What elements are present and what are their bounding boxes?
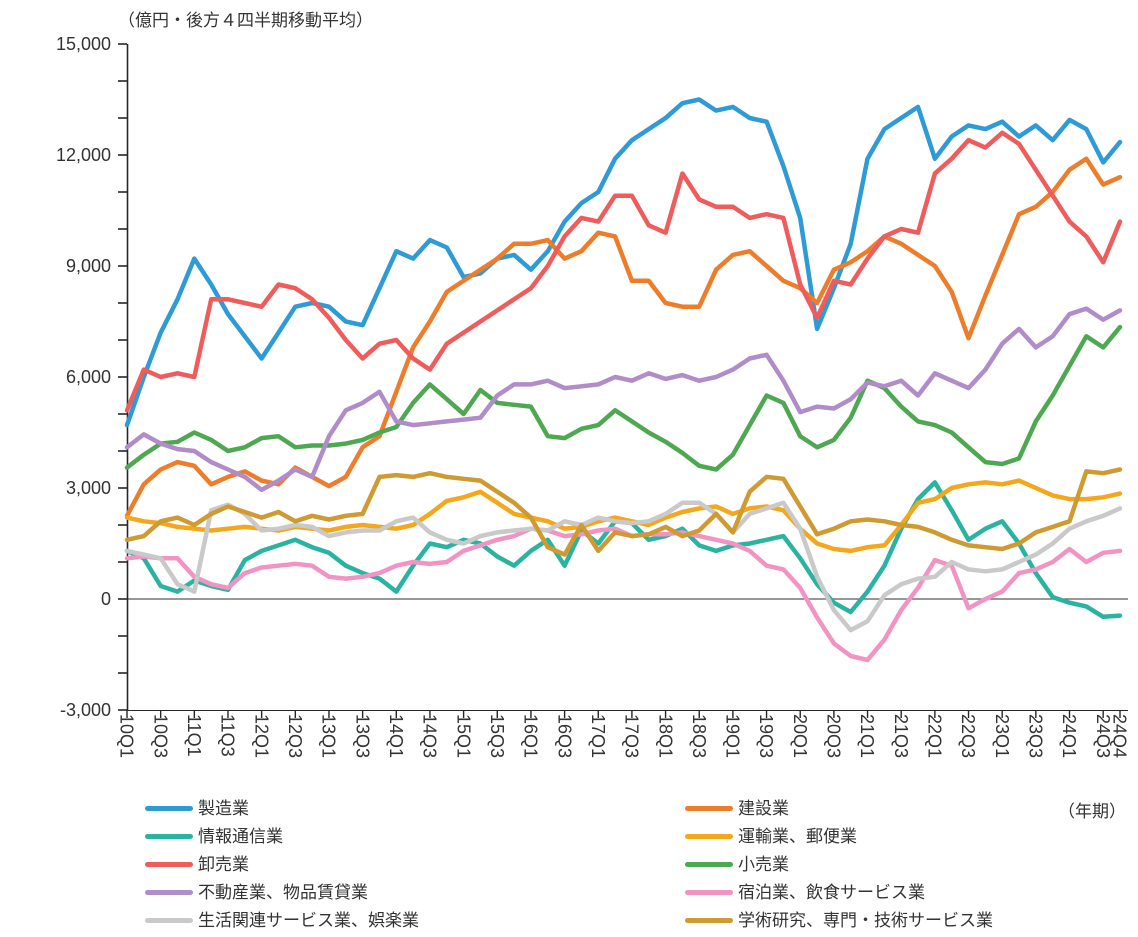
x-axis-label: 12Q3 — [285, 714, 305, 758]
legend-item-9: 学術研究、専門・技術サービス業 — [685, 908, 993, 932]
x-axis-label: 24Q3 — [1093, 714, 1113, 758]
y-axis-label: 15,000 — [56, 34, 111, 54]
x-axis-label: 11Q3 — [218, 714, 238, 757]
x-axis-label: 18Q3 — [689, 714, 709, 758]
x-axis-label: 17Q3 — [622, 714, 642, 758]
legend-swatch — [145, 833, 193, 839]
series-line-9 — [124, 467, 1123, 557]
x-axis-label: 12Q1 — [251, 714, 271, 758]
legend-swatch — [145, 861, 193, 867]
x-axis-label: 19Q1 — [723, 714, 743, 758]
legend-item-5: 小売業 — [685, 852, 789, 876]
legend-swatch — [685, 889, 733, 895]
legend-swatch — [685, 805, 733, 811]
x-axis-label: 14Q1 — [386, 714, 406, 758]
x-axis-label: 16Q1 — [521, 714, 541, 758]
x-axis-label: 10Q1 — [117, 714, 137, 758]
x-axis-label: 13Q1 — [319, 714, 339, 758]
series-line-2 — [124, 480, 1123, 620]
y-axis-label: 0 — [101, 589, 111, 609]
y-axis-label: 3,000 — [66, 478, 111, 498]
y-axis-label: 6,000 — [66, 367, 111, 387]
x-axis-label: 17Q1 — [588, 714, 608, 758]
legend-label: 小売業 — [738, 854, 789, 874]
legend-swatch — [145, 889, 193, 895]
x-axis-label: 21Q3 — [891, 714, 911, 758]
x-axis-label: 19Q3 — [756, 714, 776, 758]
legend-label: 学術研究、専門・技術サービス業 — [738, 910, 993, 930]
x-axis-label: 15Q3 — [487, 714, 507, 758]
x-axis-label: 16Q3 — [554, 714, 574, 758]
x-axis-label: 22Q3 — [958, 714, 978, 758]
x-axis-label: 18Q1 — [655, 714, 675, 758]
series-line-0 — [124, 97, 1123, 428]
x-axis-label: 11Q1 — [184, 714, 204, 757]
legend-item-3: 運輸業、郵便業 — [685, 824, 857, 848]
series-line-5 — [124, 324, 1123, 472]
legend-label: 建設業 — [738, 798, 789, 818]
legend-item-4: 卸売業 — [145, 852, 249, 876]
chart-legend: 製造業 建設業情報通信業 運輸業、郵便業卸売業 小売業不動産業、物品賃貸業 宿泊業、飲食… — [0, 796, 1138, 937]
legend-swatch — [685, 833, 733, 839]
legend-item-0: 製造業 — [145, 796, 249, 820]
legend-item-8: 生活関連サービス業、娯楽業 — [145, 908, 419, 932]
legend-label: 卸売業 — [198, 854, 249, 874]
x-axis-label: 15Q1 — [453, 714, 473, 758]
x-axis-label: 20Q1 — [790, 714, 810, 758]
legend-swatch — [145, 917, 193, 923]
legend-item-6: 不動産業、物品賃貸業 — [145, 880, 368, 904]
legend-swatch — [685, 861, 733, 867]
legend-label: 宿泊業、飲食サービス業 — [738, 882, 925, 902]
legend-item-7: 宿泊業、飲食サービス業 — [685, 880, 925, 904]
x-axis-label: 13Q3 — [352, 714, 372, 758]
x-axis-label: 20Q3 — [824, 714, 844, 758]
y-axis-label: 12,000 — [56, 145, 111, 165]
series-line-8 — [124, 500, 1123, 633]
legend-label: 製造業 — [198, 798, 249, 818]
x-axis-label: 14Q3 — [420, 714, 440, 758]
x-axis-label: 23Q3 — [1026, 714, 1046, 758]
legend-label: 運輸業、郵便業 — [738, 826, 857, 846]
series-line-4 — [124, 130, 1123, 413]
x-axis-label: 10Q3 — [150, 714, 170, 758]
legend-label: 情報通信業 — [198, 826, 283, 846]
x-axis-label: 22Q1 — [925, 714, 945, 758]
x-axis-label: 23Q1 — [992, 714, 1012, 758]
line-chart: 15,000 12,000 9,000 6,000 3,000 0 -3,000 10Q1 10… — [56, 34, 1130, 758]
legend-swatch — [145, 805, 193, 811]
chart-title: （億円・後方４四半期移動平均） — [118, 11, 373, 30]
legend-swatch — [685, 917, 733, 923]
legend-label: 生活関連サービス業、娯楽業 — [198, 910, 419, 930]
y-axis-label: 9,000 — [66, 256, 111, 276]
legend-item-2: 情報通信業 — [145, 824, 283, 848]
x-axis-label: 24Q4 — [1110, 714, 1130, 758]
x-axis-unit-label: （年期） — [1058, 802, 1126, 821]
series-line-6 — [124, 306, 1123, 493]
legend-label: 不動産業、物品賃貸業 — [198, 882, 368, 902]
x-axis-label: 21Q1 — [857, 714, 877, 758]
x-axis-label: 24Q1 — [1059, 714, 1079, 758]
y-axis-label: -3,000 — [60, 700, 111, 720]
legend-item-1: 建設業 — [685, 796, 789, 820]
